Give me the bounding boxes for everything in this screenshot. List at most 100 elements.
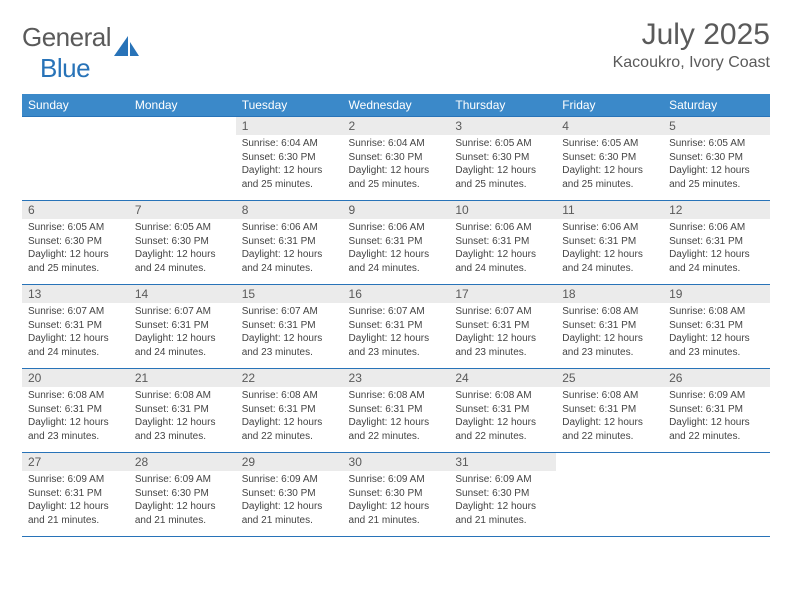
- daylight-text: Daylight: 12 hours and 25 minutes.: [242, 164, 337, 191]
- calendar-day-cell: 18Sunrise: 6:08 AMSunset: 6:31 PMDayligh…: [556, 285, 663, 369]
- day-details: Sunrise: 6:07 AMSunset: 6:31 PMDaylight:…: [22, 303, 129, 363]
- sunset-text: Sunset: 6:31 PM: [669, 319, 764, 333]
- sunset-text: Sunset: 6:30 PM: [242, 487, 337, 501]
- daylight-text: Daylight: 12 hours and 21 minutes.: [349, 500, 444, 527]
- day-number: 19: [663, 285, 770, 303]
- sunrise-text: Sunrise: 6:07 AM: [28, 305, 123, 319]
- daylight-text: Daylight: 12 hours and 21 minutes.: [135, 500, 230, 527]
- calendar-day-cell: 14Sunrise: 6:07 AMSunset: 6:31 PMDayligh…: [129, 285, 236, 369]
- day-number: 3: [449, 117, 556, 135]
- sunrise-text: Sunrise: 6:04 AM: [242, 137, 337, 151]
- day-details: Sunrise: 6:04 AMSunset: 6:30 PMDaylight:…: [343, 135, 450, 195]
- day-number: 7: [129, 201, 236, 219]
- day-details: Sunrise: 6:07 AMSunset: 6:31 PMDaylight:…: [129, 303, 236, 363]
- sunset-text: Sunset: 6:31 PM: [242, 403, 337, 417]
- daylight-text: Daylight: 12 hours and 23 minutes.: [562, 332, 657, 359]
- calendar-day-cell: 24Sunrise: 6:08 AMSunset: 6:31 PMDayligh…: [449, 369, 556, 453]
- day-number: 4: [556, 117, 663, 135]
- sunrise-text: Sunrise: 6:09 AM: [349, 473, 444, 487]
- day-number: 10: [449, 201, 556, 219]
- sunrise-text: Sunrise: 6:08 AM: [562, 305, 657, 319]
- day-details: Sunrise: 6:06 AMSunset: 6:31 PMDaylight:…: [449, 219, 556, 279]
- sunrise-text: Sunrise: 6:05 AM: [669, 137, 764, 151]
- sunset-text: Sunset: 6:31 PM: [455, 403, 550, 417]
- day-number: 25: [556, 369, 663, 387]
- calendar-day-cell: 15Sunrise: 6:07 AMSunset: 6:31 PMDayligh…: [236, 285, 343, 369]
- daylight-text: Daylight: 12 hours and 21 minutes.: [28, 500, 123, 527]
- sunrise-text: Sunrise: 6:08 AM: [135, 389, 230, 403]
- calendar-day-cell: 31Sunrise: 6:09 AMSunset: 6:30 PMDayligh…: [449, 453, 556, 537]
- sunrise-text: Sunrise: 6:06 AM: [669, 221, 764, 235]
- day-number: 8: [236, 201, 343, 219]
- daylight-text: Daylight: 12 hours and 23 minutes.: [135, 416, 230, 443]
- daylight-text: Daylight: 12 hours and 24 minutes.: [455, 248, 550, 275]
- day-details: Sunrise: 6:05 AMSunset: 6:30 PMDaylight:…: [556, 135, 663, 195]
- daylight-text: Daylight: 12 hours and 25 minutes.: [349, 164, 444, 191]
- daylight-text: Daylight: 12 hours and 25 minutes.: [455, 164, 550, 191]
- daylight-text: Daylight: 12 hours and 24 minutes.: [135, 332, 230, 359]
- daylight-text: Daylight: 12 hours and 25 minutes.: [669, 164, 764, 191]
- sunset-text: Sunset: 6:31 PM: [28, 319, 123, 333]
- sunset-text: Sunset: 6:30 PM: [562, 151, 657, 165]
- title-block: July 2025 Kacoukro, Ivory Coast: [613, 18, 770, 72]
- sunset-text: Sunset: 6:30 PM: [242, 151, 337, 165]
- day-details: Sunrise: 6:08 AMSunset: 6:31 PMDaylight:…: [22, 387, 129, 447]
- daylight-text: Daylight: 12 hours and 25 minutes.: [562, 164, 657, 191]
- calendar-day-cell: 5Sunrise: 6:05 AMSunset: 6:30 PMDaylight…: [663, 117, 770, 201]
- sunrise-text: Sunrise: 6:06 AM: [242, 221, 337, 235]
- day-details: Sunrise: 6:06 AMSunset: 6:31 PMDaylight:…: [556, 219, 663, 279]
- daylight-text: Daylight: 12 hours and 24 minutes.: [669, 248, 764, 275]
- day-number: 14: [129, 285, 236, 303]
- sunrise-text: Sunrise: 6:08 AM: [455, 389, 550, 403]
- daylight-text: Daylight: 12 hours and 24 minutes.: [135, 248, 230, 275]
- calendar-day-cell: 9Sunrise: 6:06 AMSunset: 6:31 PMDaylight…: [343, 201, 450, 285]
- calendar-day-cell: 13Sunrise: 6:07 AMSunset: 6:31 PMDayligh…: [22, 285, 129, 369]
- sunset-text: Sunset: 6:31 PM: [242, 319, 337, 333]
- daylight-text: Daylight: 12 hours and 24 minutes.: [349, 248, 444, 275]
- day-number: 24: [449, 369, 556, 387]
- sunrise-text: Sunrise: 6:05 AM: [562, 137, 657, 151]
- calendar-day-cell: 29Sunrise: 6:09 AMSunset: 6:30 PMDayligh…: [236, 453, 343, 537]
- daylight-text: Daylight: 12 hours and 21 minutes.: [242, 500, 337, 527]
- day-details: Sunrise: 6:09 AMSunset: 6:31 PMDaylight:…: [22, 471, 129, 531]
- calendar-day-cell: [556, 453, 663, 537]
- calendar-day-cell: 30Sunrise: 6:09 AMSunset: 6:30 PMDayligh…: [343, 453, 450, 537]
- day-details: Sunrise: 6:09 AMSunset: 6:30 PMDaylight:…: [449, 471, 556, 531]
- day-number: [22, 117, 129, 135]
- day-details: Sunrise: 6:05 AMSunset: 6:30 PMDaylight:…: [129, 219, 236, 279]
- calendar-day-cell: 7Sunrise: 6:05 AMSunset: 6:30 PMDaylight…: [129, 201, 236, 285]
- calendar-day-cell: 26Sunrise: 6:09 AMSunset: 6:31 PMDayligh…: [663, 369, 770, 453]
- sunset-text: Sunset: 6:31 PM: [669, 235, 764, 249]
- calendar-week-row: 27Sunrise: 6:09 AMSunset: 6:31 PMDayligh…: [22, 453, 770, 537]
- daylight-text: Daylight: 12 hours and 21 minutes.: [455, 500, 550, 527]
- sunrise-text: Sunrise: 6:08 AM: [562, 389, 657, 403]
- calendar-day-cell: 8Sunrise: 6:06 AMSunset: 6:31 PMDaylight…: [236, 201, 343, 285]
- logo-text-blue: Blue: [40, 53, 111, 84]
- sunrise-text: Sunrise: 6:09 AM: [28, 473, 123, 487]
- sunset-text: Sunset: 6:31 PM: [135, 403, 230, 417]
- daylight-text: Daylight: 12 hours and 22 minutes.: [242, 416, 337, 443]
- day-number: 29: [236, 453, 343, 471]
- daylight-text: Daylight: 12 hours and 23 minutes.: [28, 416, 123, 443]
- day-details: Sunrise: 6:08 AMSunset: 6:31 PMDaylight:…: [663, 303, 770, 363]
- day-number: 13: [22, 285, 129, 303]
- header: General Blue July 2025 Kacoukro, Ivory C…: [22, 18, 770, 84]
- day-details: Sunrise: 6:05 AMSunset: 6:30 PMDaylight:…: [663, 135, 770, 195]
- calendar-day-cell: [129, 117, 236, 201]
- day-number: [129, 117, 236, 135]
- day-number: [663, 453, 770, 471]
- day-number: 17: [449, 285, 556, 303]
- weekday-header: Thursday: [449, 94, 556, 117]
- sunrise-text: Sunrise: 6:07 AM: [242, 305, 337, 319]
- sunset-text: Sunset: 6:31 PM: [28, 487, 123, 501]
- calendar-day-cell: 28Sunrise: 6:09 AMSunset: 6:30 PMDayligh…: [129, 453, 236, 537]
- calendar-day-cell: 11Sunrise: 6:06 AMSunset: 6:31 PMDayligh…: [556, 201, 663, 285]
- daylight-text: Daylight: 12 hours and 23 minutes.: [455, 332, 550, 359]
- day-details: Sunrise: 6:07 AMSunset: 6:31 PMDaylight:…: [236, 303, 343, 363]
- day-details: Sunrise: 6:08 AMSunset: 6:31 PMDaylight:…: [556, 387, 663, 447]
- day-number: 20: [22, 369, 129, 387]
- day-details: Sunrise: 6:05 AMSunset: 6:30 PMDaylight:…: [22, 219, 129, 279]
- logo-text-general: General: [22, 22, 111, 53]
- sunrise-text: Sunrise: 6:05 AM: [28, 221, 123, 235]
- sunset-text: Sunset: 6:31 PM: [135, 319, 230, 333]
